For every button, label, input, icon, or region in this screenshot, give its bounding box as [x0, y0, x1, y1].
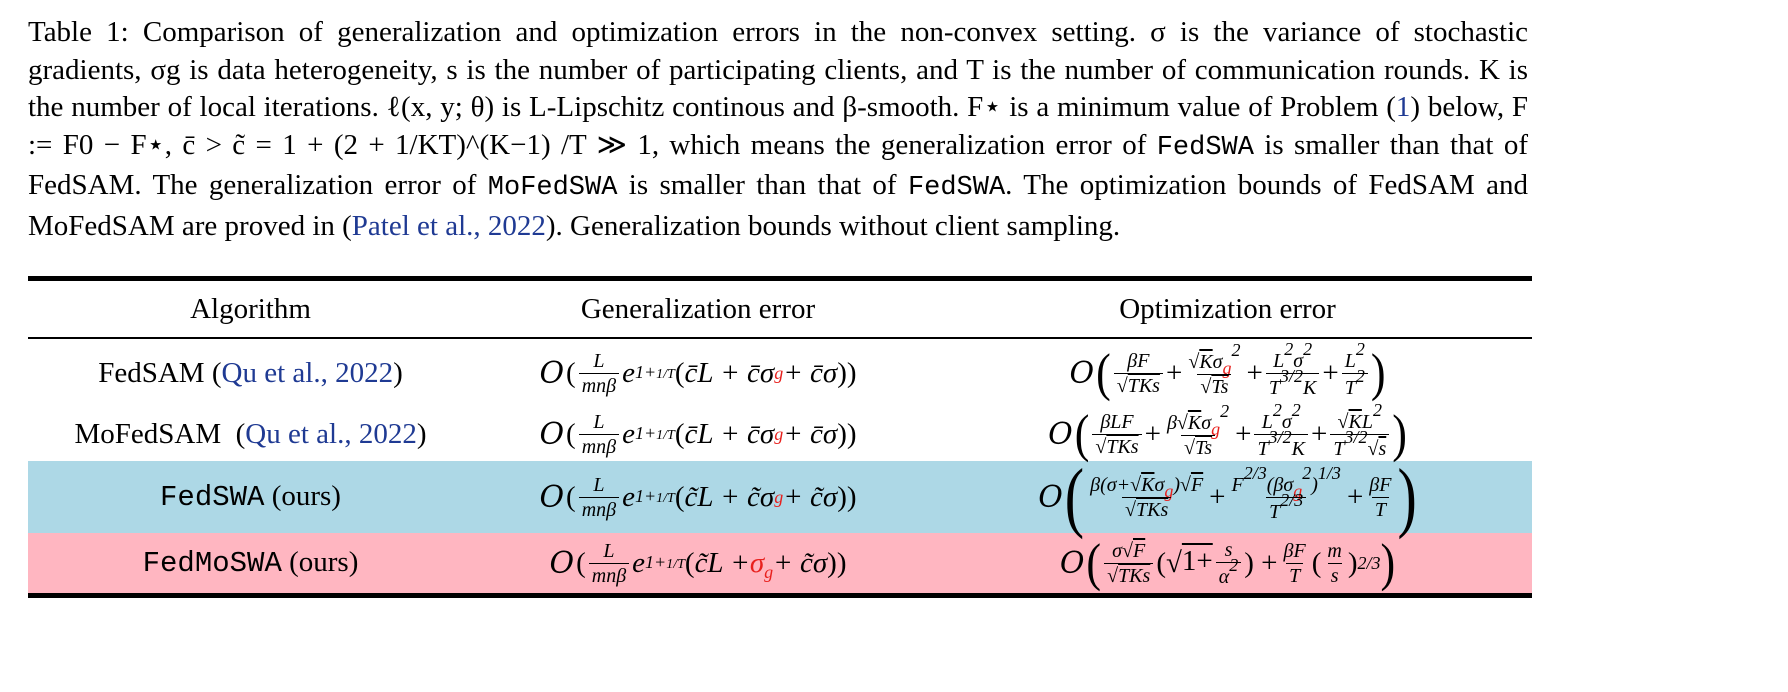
caption-label: Table 1: [28, 16, 129, 48]
ours-label: (ours) [271, 480, 341, 512]
caption-text-4: is smaller than that of FedSAM. The gene… [28, 128, 1529, 202]
patel-ref-link[interactable]: Patel et al., 2022 [351, 209, 546, 242]
algorithm-cell: FedSAM (Qu et al., 2022) [98, 356, 403, 389]
optimization-formula: O( βLF √TKs + β√Kσg2 √Ts + L2σ2 T3/2K + √KL… [1048, 399, 1407, 463]
header-optimization: Optimization error [1119, 292, 1336, 325]
optimization-formula: O( βF √TKs + √Kσg2 √Ts + L2σ2 T3/2K + L2 T2 … [1069, 338, 1386, 402]
algorithm-name: FedSAM [98, 356, 205, 389]
table-header-rule [28, 337, 1532, 339]
algorithm-cell: FedSWA (ours) [28, 461, 473, 533]
header-generalization: Generalization error [580, 292, 816, 325]
caption-text-3: below, F := F0 − F⋆, c̄ > c̃ = 1 + (2 + … [28, 91, 1528, 161]
caption-fedswa-1: FedSWA [1156, 132, 1254, 163]
optimization-cell: O( β(σ+√Kσg)√F √TKs + F2/3(βσg2)1/3 T2/3 +… [923, 452, 1532, 541]
optimization-cell: O( βLF √TKs + β√Kσg2 √Ts + L2σ2 T3/2K + √KL… [923, 399, 1532, 463]
table-caption: Table 1: Comparison of generalization an… [28, 16, 1529, 242]
citation-link[interactable]: Qu et al., 2022 [245, 417, 417, 450]
caption-fedswa-2: FedSWA [907, 173, 1006, 203]
ours-label: (ours) [289, 546, 359, 578]
algorithm-cell: FedMoSWA (ours) [28, 533, 473, 593]
caption-text-6: . The optimization bounds of FedSAM and … [28, 169, 1528, 242]
header-algorithm: Algorithm [190, 292, 311, 325]
algorithm-name: FedMoSWA [142, 547, 282, 580]
optimization-formula: O( σ√F √TKs (√ 1+ s α2) + βF T (m s) 2/3 ) [1059, 533, 1396, 592]
caption-text-2: σ is the variance of stochastic gradient… [28, 16, 1529, 123]
optimization-formula: O( β(σ+√Kσg)√F √TKs + F2/3(βσg2)1/3 T2/3 +… [1038, 452, 1417, 541]
optimization-cell: O( βF √TKs + √Kσg2 √Ts + L2σ2 T3/2K + L2 T2 … [923, 339, 1532, 407]
table-bottom-rule [28, 593, 1532, 598]
algorithm-name: FedSWA [160, 481, 265, 514]
caption-text-5: is smaller than that of [628, 169, 897, 201]
caption-mofedswa: MoFedSWA [487, 173, 618, 203]
table-top-rule [28, 276, 1532, 281]
problem-ref-link[interactable]: 1 [1395, 91, 1411, 123]
citation-link[interactable]: Qu et al., 2022 [221, 356, 394, 389]
caption-text-1: Comparison of generalization and optimiz… [142, 16, 1136, 48]
caption-text-7: ). Generalization bounds without client … [545, 209, 1121, 242]
algorithm-cell: MoFedSAM (Qu et al., 2022) [74, 417, 427, 450]
optimization-cell: O( σ√F √TKs (√ 1+ s α2) + βF T (m s) 2/3 ) [923, 533, 1532, 593]
comparison-table: Algorithm Generalization error Optimizat… [28, 276, 1532, 598]
algorithm-name: MoFedSAM [74, 417, 222, 450]
